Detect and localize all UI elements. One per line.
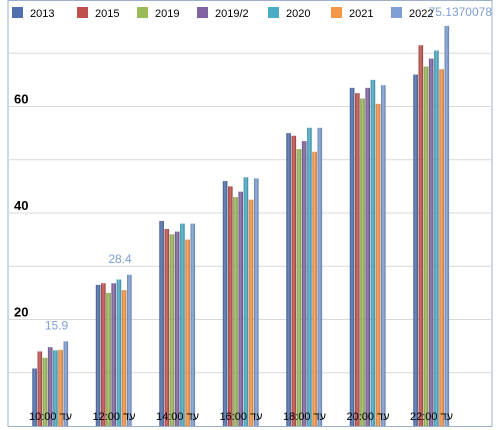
- y-tick-label: 60: [14, 92, 28, 107]
- bar-shading: [106, 292, 111, 426]
- bar-shading: [381, 85, 386, 426]
- bar-shading: [37, 351, 43, 426]
- bar-shading: [58, 349, 63, 426]
- bar-shading: [222, 181, 228, 426]
- bar-shading: [439, 69, 444, 426]
- legend-swatch: [12, 7, 23, 18]
- bar-shading: [53, 350, 58, 426]
- legend-label: 2013: [30, 8, 54, 20]
- bar-shading: [248, 199, 254, 426]
- category-label: 16:00 עד: [219, 411, 262, 423]
- data-label: 15.9: [45, 318, 69, 332]
- bar-shading: [180, 223, 185, 426]
- bar-series: [32, 25, 450, 427]
- y-tick-labels: 20 40 60: [14, 92, 28, 320]
- bar-shading: [370, 79, 376, 426]
- bar-shading: [312, 151, 317, 426]
- bar-shading: [418, 45, 424, 426]
- data-label: 75.1370078: [429, 5, 493, 19]
- bar-shading: [444, 25, 450, 426]
- legend-label: 2019: [155, 8, 179, 20]
- legend-swatch: [391, 7, 402, 18]
- y-tick-label: 20: [14, 305, 28, 320]
- bar-shading: [185, 239, 190, 426]
- legend-swatch: [137, 7, 148, 18]
- bar-shading: [375, 103, 381, 427]
- category-labels: 10:00 עד 12:00 עד 14:00 עד 16:00 עד 18:00 עד…: [29, 411, 453, 423]
- bar-shading: [101, 283, 106, 426]
- bar-shading: [301, 141, 307, 427]
- bar-shading: [360, 98, 365, 426]
- bar-shading: [111, 283, 116, 426]
- bar-shading: [238, 191, 243, 426]
- legend-swatch: [268, 7, 279, 18]
- legend-label: 2022: [409, 8, 433, 20]
- bar-shading: [355, 93, 360, 426]
- bar-shading: [423, 66, 429, 426]
- category-label: 12:00 עד: [92, 411, 135, 423]
- legend: 2013 2015 2019 2019/2 2020 2021 2022: [12, 7, 433, 20]
- bar-shading: [169, 234, 175, 426]
- bar-shading: [286, 133, 291, 426]
- bar-shading: [233, 197, 238, 426]
- bar-shading: [42, 357, 48, 426]
- bar-shading: [307, 127, 312, 427]
- category-label: 18:00 עד: [283, 411, 326, 423]
- bar-shading: [434, 50, 439, 427]
- legend-label: 2015: [95, 8, 119, 20]
- bar-shading: [317, 127, 323, 427]
- legend-label: 2020: [286, 8, 310, 20]
- category-label: 20:00 עד: [346, 411, 389, 423]
- bar-shading: [428, 58, 434, 426]
- bar-shading: [296, 149, 302, 426]
- bar-shading: [47, 347, 53, 426]
- bar-shading: [116, 279, 122, 426]
- bar-shading: [121, 290, 127, 426]
- bar-shading: [159, 220, 164, 426]
- bar-shading: [63, 341, 69, 426]
- bar-shading: [190, 223, 196, 426]
- category-label: 14:00 עד: [156, 411, 199, 423]
- category-label: 22:00 עד: [410, 411, 453, 423]
- bar-shading: [349, 87, 355, 427]
- legend-label: 2019/2: [215, 8, 249, 20]
- legend-swatch: [197, 7, 208, 18]
- gridlines: [9, 52, 491, 374]
- y-tick-label: 40: [14, 198, 28, 213]
- bar-shading: [291, 135, 297, 426]
- bar-shading: [413, 74, 418, 427]
- data-labels: 15.9 28.4 75.1370078: [45, 5, 492, 332]
- bar-shading: [228, 186, 233, 426]
- legend-label: 2021: [349, 8, 373, 20]
- bar-shading: [365, 87, 370, 427]
- legend-swatch: [331, 7, 342, 18]
- legend-swatch: [77, 7, 88, 18]
- bar-shading: [174, 231, 180, 426]
- bar-shading: [243, 177, 249, 426]
- category-label: 10:00 עד: [29, 411, 72, 423]
- bar-shading: [95, 284, 101, 426]
- bar-shading: [32, 368, 37, 426]
- bar-shading: [127, 274, 132, 426]
- bar-shading: [164, 228, 170, 426]
- data-label: 28.4: [108, 252, 132, 266]
- bar-shading: [254, 178, 259, 426]
